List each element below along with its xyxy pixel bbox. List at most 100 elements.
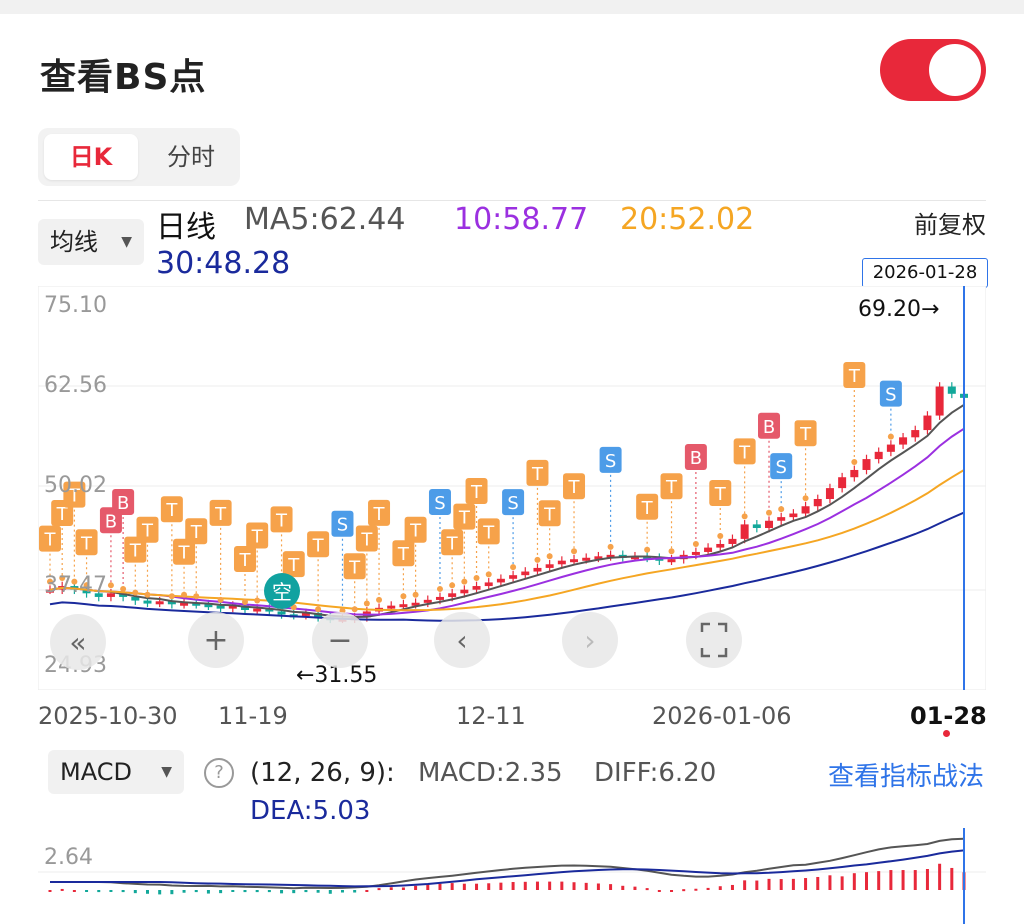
bs-marker: [160, 496, 183, 523]
rewind-button[interactable]: «: [50, 614, 106, 670]
macd-lines: [50, 837, 965, 890]
macd-bar: [243, 890, 247, 893]
bs-marker-label: T: [251, 527, 264, 548]
bs-marker: [136, 516, 159, 543]
date-tick: 01-28: [910, 702, 987, 730]
macd-bar: [121, 890, 125, 893]
candle: [728, 538, 737, 544]
indicator-strategy-link[interactable]: 查看指标战法: [827, 762, 984, 792]
tab-daily-k[interactable]: 日K: [44, 134, 138, 180]
macd-selector[interactable]: MACD ▼: [48, 750, 184, 794]
bs-marker-label: B: [105, 511, 117, 532]
bs-marker-label: S: [775, 457, 786, 478]
macd-bar: [401, 887, 405, 890]
bs-marker-label: T: [190, 522, 203, 543]
marker-dot: [571, 548, 578, 555]
bs-marker: [441, 529, 464, 556]
bs-marker-label: T: [275, 510, 288, 531]
bs-marker: [39, 525, 61, 552]
candle: [167, 601, 176, 605]
tab-intraday[interactable]: 分时: [167, 143, 215, 171]
bs-marker-label: B: [117, 493, 129, 514]
zoom-out-button[interactable]: −: [312, 612, 368, 668]
candle: [228, 605, 237, 609]
bs-marker: [246, 522, 269, 549]
next-button[interactable]: ›: [562, 612, 618, 668]
candle: [557, 560, 566, 565]
macd-chart[interactable]: 2.64: [38, 828, 986, 924]
macd-bar: [901, 870, 905, 890]
bs-marker-label: T: [568, 477, 581, 498]
chart-controls: « + − ‹ ›: [50, 612, 742, 670]
bs-marker-label: T: [446, 533, 459, 554]
dea-line: [50, 849, 965, 888]
macd-bar: [109, 890, 113, 892]
price-tick: 37.47: [44, 573, 107, 598]
fullscreen-button[interactable]: [686, 612, 742, 668]
candle: [886, 444, 895, 452]
bs-marker-label: S: [434, 493, 445, 514]
marker-dot: [144, 591, 151, 598]
marker-dot: [461, 578, 468, 585]
macd-bar: [755, 880, 759, 890]
marker-dot: [668, 548, 675, 555]
macd-bar: [48, 890, 52, 892]
macd-bar: [609, 884, 613, 890]
candle: [704, 547, 713, 552]
marker-dot: [717, 532, 724, 539]
date-tick: 11-19: [218, 702, 288, 730]
macd-bar: [267, 890, 271, 893]
kline-chart[interactable]: TTTTBBTTTTTTTTTTTSTTTTTSTTTTSTTTSTTBTTBS…: [38, 286, 986, 690]
toggle-knob: [929, 44, 981, 96]
macd-bar: [499, 882, 503, 890]
macd-bar: [925, 869, 929, 890]
adjust-label[interactable]: 前复权: [914, 211, 986, 239]
divider: [38, 200, 986, 201]
bs-marker: [770, 453, 793, 480]
macd-bar: [328, 890, 332, 894]
bs-marker: [453, 503, 476, 530]
bs-marker-label: T: [665, 477, 678, 498]
prev-button[interactable]: ‹: [434, 612, 490, 668]
candle: [825, 488, 834, 499]
marker-dot: [412, 591, 419, 598]
zoom-in-button[interactable]: +: [188, 612, 244, 668]
candle: [777, 517, 786, 521]
ma-line: [49, 427, 965, 616]
candle: [740, 524, 749, 539]
marker-dot: [485, 571, 492, 578]
price-tick: 75.10: [44, 293, 107, 318]
crosshair-date: 2026-01-28: [862, 258, 988, 288]
macd-bar: [938, 863, 942, 890]
ma-line: [49, 403, 965, 619]
bs-points-toggle[interactable]: [880, 39, 986, 101]
macd-bar: [60, 888, 64, 891]
ma-selector[interactable]: 均线 ▼: [38, 219, 144, 265]
marker-dot: [400, 593, 407, 600]
macd-bar: [255, 890, 259, 893]
caret-down-icon: ▼: [121, 234, 132, 250]
macd-selector-label: MACD: [60, 758, 132, 786]
macd-bar: [377, 888, 381, 891]
macd-bar: [694, 888, 698, 891]
marker-dot: [644, 546, 651, 553]
macd-bar: [535, 881, 539, 890]
marker-dot: [217, 596, 224, 603]
macd-bar: [743, 880, 747, 890]
marker-dot: [47, 578, 53, 585]
bs-marker: [563, 473, 586, 500]
candle: [911, 430, 920, 438]
marker-dot: [449, 582, 456, 589]
page-title: 查看BS点: [40, 57, 207, 98]
help-icon[interactable]: ?: [204, 758, 234, 788]
macd-bar: [718, 886, 722, 890]
marker-dot: [510, 564, 517, 571]
candle: [643, 556, 652, 560]
bs-marker-label: T: [373, 504, 386, 525]
candle: [570, 559, 579, 563]
price-tick: 62.56: [44, 373, 107, 398]
date-tick: 2026-01-06: [652, 702, 792, 730]
candle: [131, 596, 140, 601]
candle: [765, 520, 774, 529]
macd-bar: [85, 890, 89, 892]
